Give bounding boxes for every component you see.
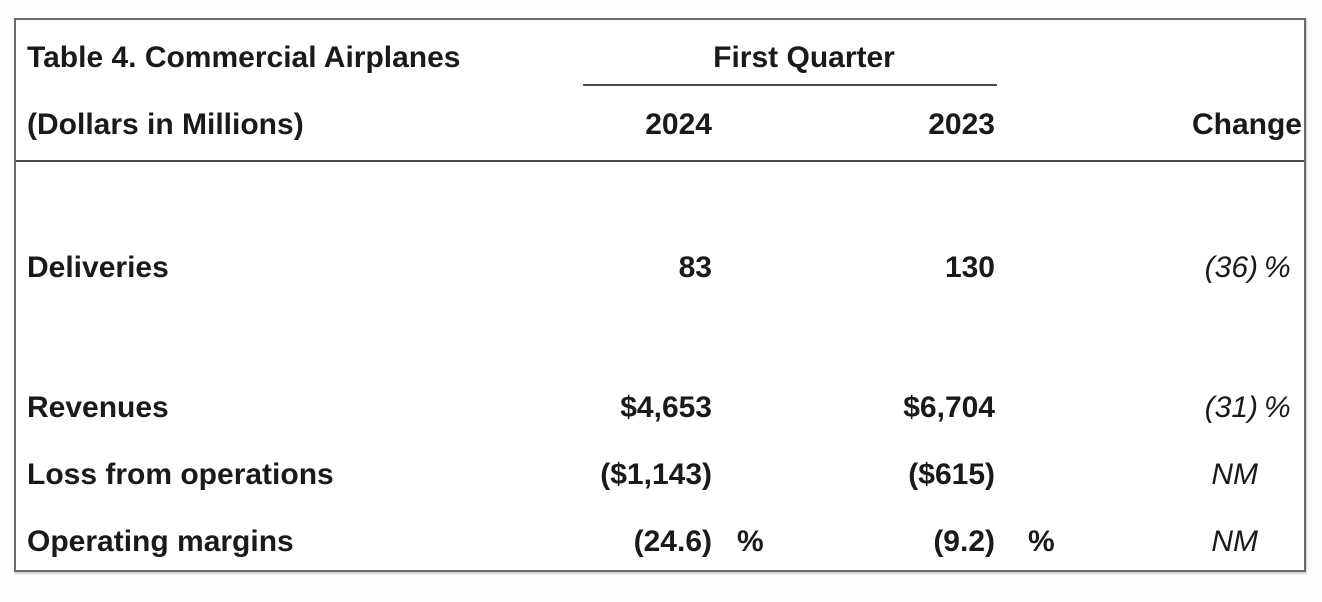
pct-2024: % — [737, 525, 764, 558]
table-title: Table 4. Commercial Airplanes — [27, 41, 461, 74]
row-label: Loss from operations — [27, 458, 334, 491]
value-2024: ($1,143) — [600, 458, 712, 491]
change-value: NM — [1211, 525, 1258, 558]
change-value: NM — [1211, 458, 1258, 491]
column-header-2023: 2023 — [928, 108, 995, 141]
period-underline — [583, 84, 997, 86]
change-pct: % — [1264, 251, 1291, 284]
table-row-operating-margins: Operating margins (24.6) % (9.2) % NM — [16, 527, 1304, 557]
value-2024: (24.6) — [633, 525, 712, 558]
table-row-loss-from-operations: Loss from operations ($1,143) ($615) NM — [16, 460, 1304, 490]
row-label: Operating margins — [27, 525, 294, 558]
commercial-airplanes-table: Table 4. Commercial Airplanes First Quar… — [14, 18, 1306, 572]
header-row-period: Table 4. Commercial Airplanes First Quar… — [16, 43, 1304, 86]
table-subtitle: (Dollars in Millions) — [27, 108, 304, 141]
value-2024: 83 — [678, 251, 712, 284]
value-2023: (9.2) — [933, 525, 995, 558]
change-value: (36) — [1204, 251, 1258, 284]
column-header-2024: 2024 — [645, 108, 712, 141]
header-row-columns: (Dollars in Millions) 2024 2023 Change — [16, 110, 1304, 140]
pct-2023: % — [1028, 525, 1055, 558]
value-2023: 130 — [944, 251, 995, 284]
value-2024: $4,653 — [620, 391, 712, 424]
change-value: (31) — [1204, 391, 1258, 424]
period-group: First Quarter — [556, 43, 1052, 86]
column-header-change: Change — [1191, 108, 1302, 141]
period-header: First Quarter — [713, 41, 895, 74]
table-row-deliveries: Deliveries 83 130 (36) % — [16, 253, 1304, 283]
change-pct: % — [1264, 391, 1291, 424]
value-2023: $6,704 — [903, 391, 995, 424]
table-row-revenues: Revenues $4,653 $6,704 (31) % — [16, 393, 1304, 423]
row-label: Deliveries — [27, 251, 169, 284]
row-label: Revenues — [27, 391, 169, 424]
header-rule — [16, 160, 1304, 162]
value-2023: ($615) — [908, 458, 995, 491]
